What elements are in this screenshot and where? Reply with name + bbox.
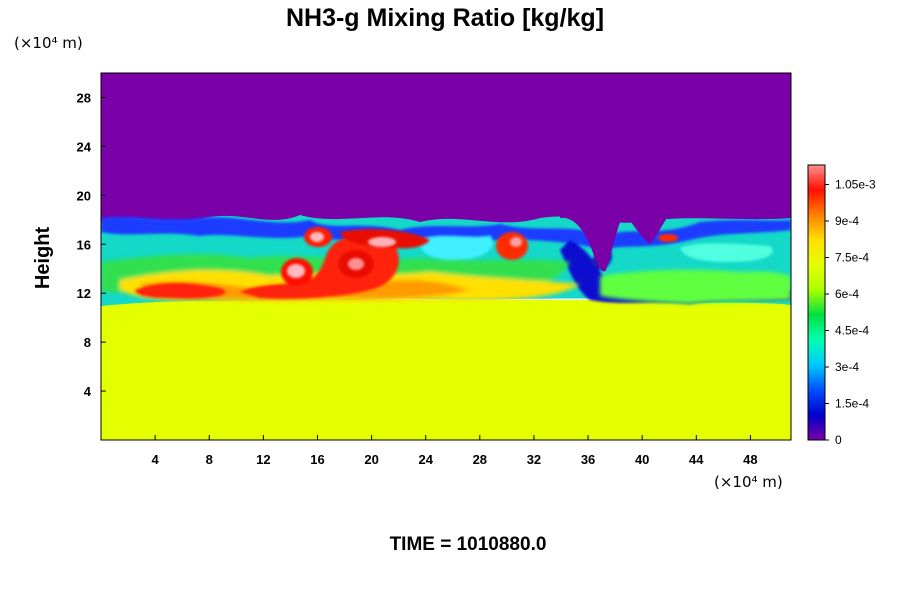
colorbar-tick-label: 1.05e-3 bbox=[835, 177, 876, 191]
pink-core bbox=[348, 258, 364, 270]
cyan-patch bbox=[419, 236, 493, 262]
x-tick-label: 24 bbox=[418, 452, 433, 467]
colorbar-tick-label: 7.5e-4 bbox=[835, 250, 869, 264]
pink-core bbox=[368, 237, 396, 247]
y-axis: 4 8 12 16 20 24 28 bbox=[77, 90, 106, 399]
x-tick-label: 48 bbox=[743, 452, 757, 467]
colorbar-tick-label: 0 bbox=[835, 433, 842, 447]
y-unit-label: (×10⁴ m) bbox=[14, 34, 83, 52]
colorbar-tick-label: 3e-4 bbox=[835, 360, 859, 374]
y-tick-label: 24 bbox=[77, 139, 92, 154]
red-spot bbox=[658, 234, 678, 242]
lower-layer bbox=[101, 300, 791, 440]
red-vortex bbox=[496, 232, 528, 260]
colorbar-tick-label: 4.5e-4 bbox=[835, 323, 869, 337]
x-tick-label: 40 bbox=[635, 452, 649, 467]
x-axis: 4 8 12 16 20 24 28 32 36 40 44 48 bbox=[152, 435, 758, 467]
colorbar-tick-label: 9e-4 bbox=[835, 214, 859, 228]
pink-core bbox=[510, 237, 522, 247]
x-tick-label: 36 bbox=[581, 452, 595, 467]
y-tick-label: 20 bbox=[77, 188, 91, 203]
colorbar-tick-label: 6e-4 bbox=[835, 287, 859, 301]
y-tick-label: 28 bbox=[77, 90, 91, 105]
x-tick-label: 44 bbox=[689, 452, 704, 467]
cyan-patch bbox=[680, 243, 773, 262]
plot-area bbox=[101, 73, 791, 440]
x-tick-label: 8 bbox=[206, 452, 213, 467]
x-tick-label: 4 bbox=[152, 452, 160, 467]
blue-feature bbox=[101, 216, 791, 250]
pink-core bbox=[310, 232, 324, 242]
upper-layer bbox=[101, 73, 791, 233]
green-zone bbox=[600, 269, 791, 304]
y-tick-label: 8 bbox=[84, 335, 91, 350]
y-tick-label: 4 bbox=[84, 384, 92, 399]
colorbar-tick-label: 1.5e-4 bbox=[835, 396, 869, 410]
plot-frame bbox=[100, 72, 792, 441]
x-tick-label: 32 bbox=[527, 452, 541, 467]
red-band bbox=[135, 283, 226, 299]
x-tick-label: 12 bbox=[256, 452, 270, 467]
x-tick-label: 28 bbox=[473, 452, 487, 467]
time-label: TIME = 1010880.0 bbox=[390, 534, 547, 555]
colorbar: 0 1.5e-4 3e-4 4.5e-4 6e-4 7.5e-4 9e-4 1.05e-3 bbox=[807, 164, 876, 447]
y-axis-label: Height bbox=[32, 227, 54, 290]
top-intrusion bbox=[560, 212, 624, 272]
pink-core bbox=[287, 264, 305, 278]
top-intrusion bbox=[628, 212, 668, 244]
x-tick-label: 16 bbox=[310, 452, 324, 467]
y-tick-label: 16 bbox=[77, 237, 91, 252]
x-unit-label: (×10⁴ m) bbox=[714, 473, 783, 491]
x-tick-label: 20 bbox=[364, 452, 378, 467]
chart-title: NH3-g Mixing Ratio [kg/kg] bbox=[286, 4, 604, 32]
y-tick-label: 12 bbox=[77, 286, 91, 301]
colorbar-scale bbox=[807, 164, 826, 441]
